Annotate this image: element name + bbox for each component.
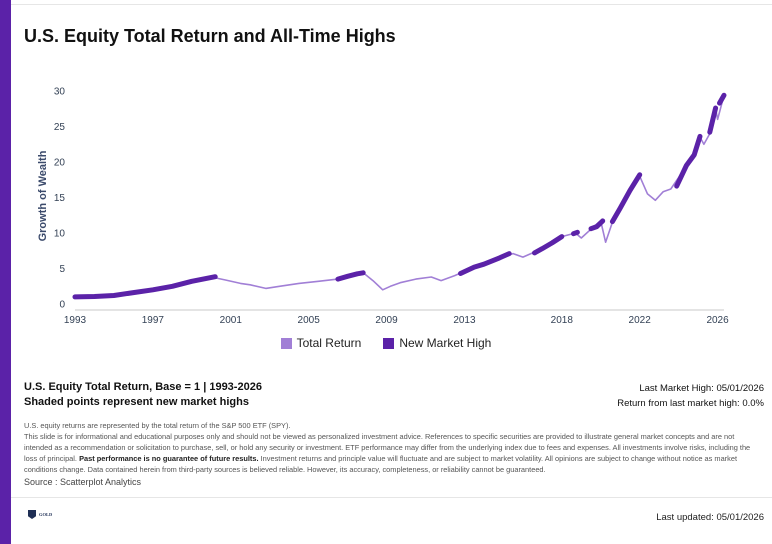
series-segment-new-market-high — [717, 92, 727, 106]
series-segment-new-market-high — [72, 274, 218, 300]
y-tick-label: 0 — [59, 300, 65, 311]
chart-subtitle: U.S. Equity Total Return, Base = 1 | 199… — [24, 380, 262, 410]
series-segment-new-market-high — [609, 172, 643, 225]
x-tick-label: 2001 — [220, 315, 243, 326]
disclaimer-footnote: U.S. equity returns are represented by t… — [24, 420, 764, 475]
series-segment-new-market-high — [588, 218, 606, 232]
footnote-paragraph: This slide is for informational and educ… — [24, 431, 764, 475]
x-tick-label: 2009 — [375, 315, 398, 326]
legend-swatch-new-market-high — [383, 337, 395, 349]
subtitle-line-2: Shaded points represent new market highs — [24, 396, 249, 408]
page-title: U.S. Equity Total Return and All-Time Hi… — [24, 26, 396, 46]
company-logo: GOLD — [28, 510, 52, 519]
y-axis: 0 5 10 15 20 25 30 — [54, 87, 66, 311]
series-segment-new-market-high — [335, 270, 366, 282]
legend-label-total-return: Total Return — [296, 336, 362, 350]
legend-label-new-market-high: New Market High — [399, 336, 492, 350]
logo-shield-icon — [28, 510, 36, 519]
x-tick-label: 2026 — [706, 315, 729, 326]
x-tick-label: 1997 — [142, 315, 165, 326]
legend-item-total-return[interactable]: Total Return — [280, 336, 362, 350]
series-segment-new-market-high — [532, 234, 565, 256]
y-tick-label: 25 — [54, 122, 66, 133]
source-note: Source : Scatterplot Analytics — [24, 477, 142, 487]
chart-legend: Total Return New Market High — [0, 336, 772, 350]
y-tick-label: 15 — [54, 193, 66, 204]
footnote-bold: Past performance is no guarantee of futu… — [79, 454, 259, 463]
series-segment-new-market-high — [571, 229, 580, 237]
y-tick-label: 10 — [54, 229, 66, 240]
legend-swatch-total-return — [280, 337, 292, 349]
series-segment-new-market-high — [707, 105, 719, 135]
return-from-last-high: Return from last market high: 0.0% — [617, 398, 764, 409]
accent-sidebar-bar — [0, 0, 11, 544]
footnote-line-2: This slide is for informational and educ… — [24, 432, 751, 463]
bottom-divider — [11, 497, 772, 498]
legend-item-new-market-high[interactable]: New Market High — [383, 336, 491, 350]
x-tick-label: 1993 — [64, 315, 87, 326]
y-tick-label: 20 — [54, 158, 66, 169]
x-tick-label: 2022 — [629, 315, 652, 326]
y-tick-label: 30 — [54, 87, 66, 98]
market-high-stats: Last Market High: 05/01/2026 Return from… — [617, 381, 764, 411]
y-axis-label: Growth of Wealth — [37, 150, 49, 241]
series-segment-new-market-high — [674, 133, 703, 189]
x-tick-label: 2013 — [453, 315, 476, 326]
series-segment-new-market-high — [458, 251, 512, 276]
x-tick-label: 2018 — [551, 315, 574, 326]
x-tick-label: 2005 — [298, 315, 321, 326]
last-market-high: Last Market High: 05/01/2026 — [639, 383, 764, 394]
logo-text: GOLD — [39, 512, 53, 517]
plot-area — [72, 92, 727, 300]
footnote-line-1: U.S. equity returns are represented by t… — [24, 421, 291, 430]
subtitle-line-1: U.S. Equity Total Return, Base = 1 | 199… — [24, 381, 262, 393]
top-divider — [11, 4, 772, 5]
x-axis: 1993 1997 2001 2005 2009 2013 2018 2022 2026 — [64, 309, 729, 326]
last-updated: Last updated: 05/01/2026 — [656, 512, 764, 523]
y-tick-label: 5 — [59, 264, 65, 275]
footnote-line-3: Investment returns and principle value w… — [24, 454, 738, 474]
